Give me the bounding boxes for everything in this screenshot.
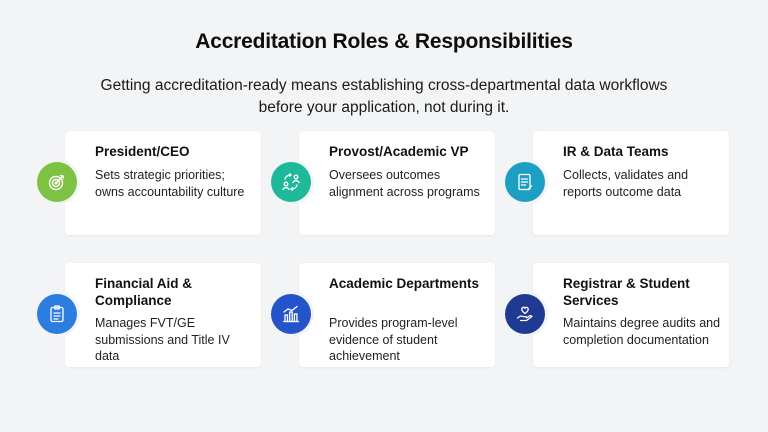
role-description: Manages FVT/GE submissions and Title IV … [95,316,230,363]
role-title: IR & Data Teams [563,144,669,159]
document-icon [505,162,545,202]
role-card-ir-data: IR & Data Teams Collects, validates and … [533,131,729,235]
role-card-registrar: Registrar & Student Services Maintains d… [533,263,729,367]
page-title: Accreditation Roles & Responsibilities [195,30,573,53]
role-description: Provides program-level evidence of stude… [329,316,458,363]
role-title: President/CEO [95,144,190,159]
role-description: Sets strategic priorities; owns accounta… [95,168,245,199]
role-title: Financial Aid & Compliance [95,276,193,308]
hand-heart-icon [505,294,545,334]
target-icon [37,162,77,202]
role-card-financial-aid: Financial Aid & Compliance Manages FVT/G… [65,263,261,367]
role-card-academic-departments: Academic Departments Provides program-le… [299,263,495,367]
role-title: Provost/Academic VP [329,144,469,159]
bar-chart-icon [271,294,311,334]
role-description: Collects, validates and reports outcome … [563,168,689,199]
role-card-provost: Provost/Academic VP Oversees outcomes al… [299,131,495,235]
role-title: Academic Departments [329,276,480,291]
clipboard-icon [37,294,77,334]
page-subtitle: Getting accreditation-ready means establ… [100,77,668,116]
role-description: Maintains degree audits and completion d… [563,316,721,347]
role-card-president: President/CEO Sets strategic priorities;… [65,131,261,235]
role-title: Registrar & Student Services [563,276,690,308]
people-exchange-icon [271,162,311,202]
role-description: Oversees outcomes alignment across progr… [329,168,480,199]
